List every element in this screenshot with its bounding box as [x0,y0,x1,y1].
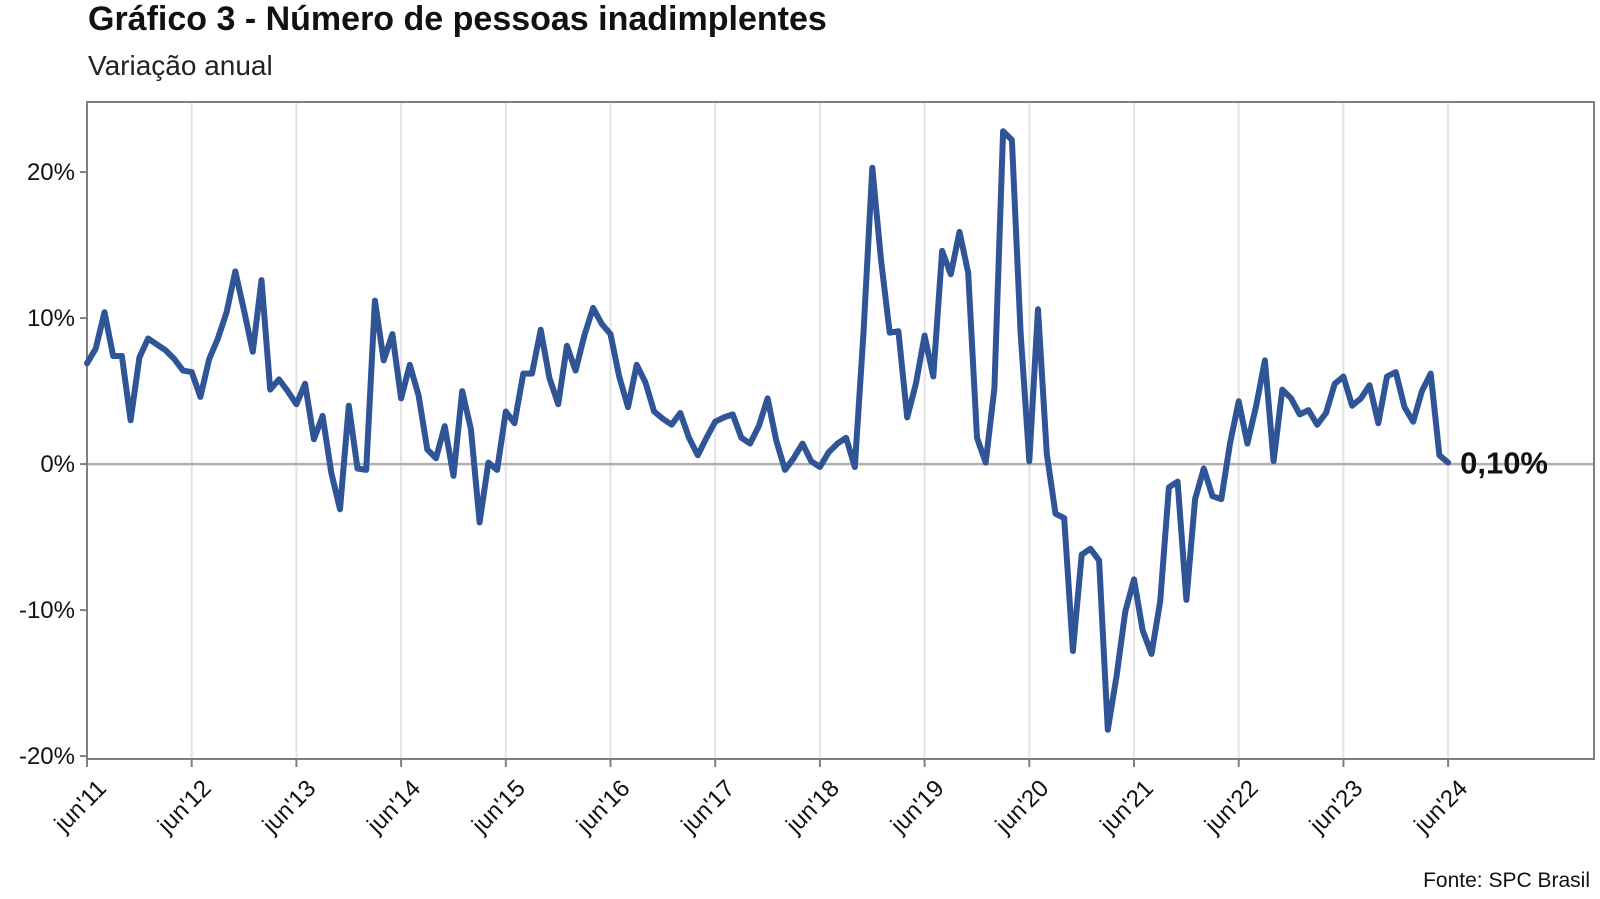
gridlines [190,102,1450,759]
x-tick-label: jun'11 [49,775,112,838]
y-tick-label: 10% [27,305,75,332]
x-tick-label: jun'17 [676,775,741,840]
y-tick-label: -10% [19,597,75,624]
chart-subtitle: Variação anual [88,50,273,81]
source-note: Fonte: SPC Brasil [1423,869,1590,892]
axes: jun'11 jun'12 jun'13 jun'14 jun'15 jun'16 jun'… [19,159,1473,839]
x-tick-label: jun'24 [1409,775,1474,840]
x-tick-label: jun'23 [1304,775,1369,840]
x-tick-label: jun'12 [152,775,217,840]
x-tick-label: jun'14 [362,775,427,840]
x-tick-label: jun'13 [257,775,322,840]
x-tick-label: jun'22 [1199,775,1264,840]
x-tick-label: jun'21 [1094,775,1159,840]
chart-title: Gráfico 3 - Número de pessoas inadimplen… [88,0,827,38]
x-tick-label: jun'19 [885,775,950,840]
x-tick-label: jun'16 [571,775,636,840]
plot-frame [86,101,1595,760]
y-tick-label: 0% [40,451,75,478]
last-value-label: 0,10% [1460,446,1548,481]
y-tick-label: 20% [27,159,75,186]
x-tick-label: jun'15 [466,775,531,840]
series-line [84,128,1452,733]
x-tick-label: jun'20 [990,775,1055,840]
x-tick-label: jun'18 [780,775,845,840]
y-tick-label: -20% [19,743,75,770]
